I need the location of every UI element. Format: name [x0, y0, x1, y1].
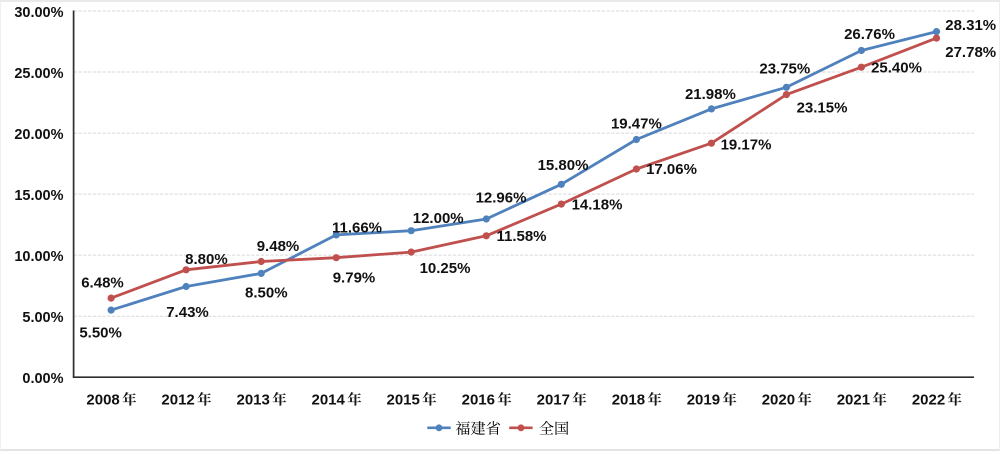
svg-text:14.18%: 14.18%: [572, 197, 623, 214]
svg-text:30.00%: 30.00%: [14, 5, 63, 21]
svg-text:2014: 2014: [312, 392, 346, 409]
svg-text:28.31%: 28.31%: [945, 17, 996, 34]
svg-text:7.43%: 7.43%: [166, 304, 209, 321]
svg-text:0.00%: 0.00%: [22, 371, 63, 387]
svg-text:23.15%: 23.15%: [797, 100, 848, 117]
svg-text:11.66%: 11.66%: [332, 220, 382, 237]
svg-text:21.98%: 21.98%: [685, 86, 736, 103]
svg-text:19.47%: 19.47%: [611, 116, 662, 133]
svg-text:2012: 2012: [161, 392, 194, 409]
svg-text:2020: 2020: [762, 392, 795, 409]
svg-text:10.25%: 10.25%: [420, 260, 471, 277]
svg-text:23.75%: 23.75%: [759, 60, 810, 77]
svg-text:5.50%: 5.50%: [79, 325, 122, 342]
svg-text:2008: 2008: [86, 392, 119, 409]
svg-text:8.50%: 8.50%: [245, 285, 288, 302]
svg-text:6.48%: 6.48%: [81, 275, 124, 292]
svg-text:2013: 2013: [237, 392, 270, 409]
svg-text:12.00%: 12.00%: [413, 210, 464, 227]
svg-text:26.76%: 26.76%: [844, 26, 895, 43]
svg-text:25.40%: 25.40%: [871, 60, 922, 77]
svg-text:2021: 2021: [837, 392, 870, 409]
svg-text:15.00%: 15.00%: [14, 188, 63, 204]
svg-text:2018: 2018: [612, 392, 645, 409]
svg-text:2015: 2015: [387, 392, 420, 409]
svg-text:15.80%: 15.80%: [538, 157, 589, 174]
svg-text:2019: 2019: [687, 392, 720, 409]
svg-text:2022: 2022: [912, 392, 945, 409]
svg-text:5.00%: 5.00%: [22, 310, 63, 326]
svg-text:9.48%: 9.48%: [257, 238, 300, 255]
svg-text:8.80%: 8.80%: [185, 251, 228, 268]
svg-text:9.79%: 9.79%: [333, 270, 376, 287]
svg-text:25.00%: 25.00%: [14, 66, 63, 82]
svg-text:19.17%: 19.17%: [721, 136, 772, 153]
svg-text:2016: 2016: [462, 392, 495, 409]
svg-text:17.06%: 17.06%: [646, 161, 697, 178]
svg-text:10.00%: 10.00%: [14, 249, 63, 265]
svg-text:11.58%: 11.58%: [496, 228, 546, 245]
svg-text:27.78%: 27.78%: [945, 44, 996, 61]
svg-text:12.96%: 12.96%: [476, 190, 527, 207]
svg-text:20.00%: 20.00%: [14, 127, 63, 143]
svg-text:2017: 2017: [537, 392, 570, 409]
